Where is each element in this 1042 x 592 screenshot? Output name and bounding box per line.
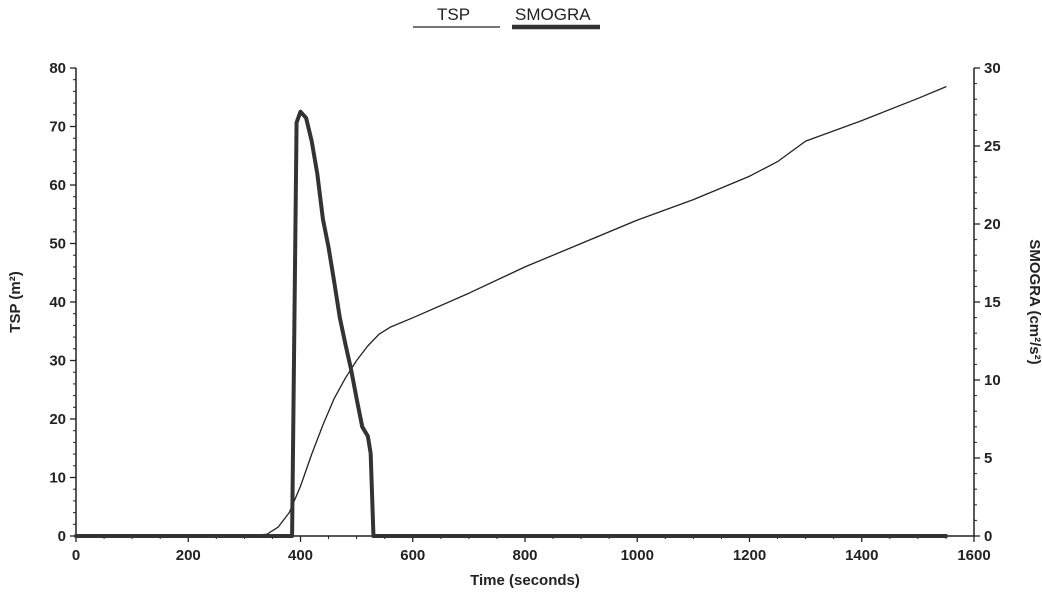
x-tick-label: 0 bbox=[72, 547, 80, 564]
x-tick-label: 800 bbox=[512, 547, 537, 564]
y-right-tick-label: 20 bbox=[984, 216, 1001, 233]
series-line-smogra bbox=[74, 109, 948, 538]
y-right-tick-label: 0 bbox=[984, 528, 992, 545]
legend-label-smogra: SMOGRA bbox=[515, 5, 591, 24]
y-right-tick-label: 10 bbox=[984, 372, 1001, 389]
y-right-tick-label: 30 bbox=[984, 60, 1001, 77]
y-left-tick-label: 30 bbox=[49, 353, 66, 370]
y-left-tick-label: 40 bbox=[49, 294, 66, 311]
x-axis-title: Time (seconds) bbox=[470, 572, 580, 589]
y-axis-right-title: SMOGRA (cm²/s²) bbox=[1026, 239, 1042, 364]
y-left-tick-label: 60 bbox=[49, 177, 66, 194]
y-left-tick-label: 50 bbox=[49, 236, 66, 253]
x-tick-label: 1200 bbox=[733, 547, 766, 564]
series-line-tsp bbox=[75, 86, 947, 537]
y-right-tick-label: 15 bbox=[984, 294, 1001, 311]
y-axis-left-title: TSP (m²) bbox=[7, 271, 24, 332]
tick-group: 0 200 400 600 800 1000 1200 1400 160001020304050… bbox=[49, 60, 1000, 564]
y-left-tick-label: 0 bbox=[58, 528, 66, 545]
y-right-tick-label: 5 bbox=[984, 450, 992, 467]
y-left-tick-label: 80 bbox=[49, 60, 66, 77]
x-tick-label: 1000 bbox=[621, 547, 654, 564]
x-tick-label: 600 bbox=[400, 547, 425, 564]
x-tick-label: 1400 bbox=[845, 547, 878, 564]
x-tick-label: 200 bbox=[176, 547, 201, 564]
axes bbox=[75, 68, 975, 537]
y-left-tick-label: 20 bbox=[49, 411, 66, 428]
y-right-tick-label: 25 bbox=[984, 138, 1001, 155]
x-tick-label: 400 bbox=[288, 547, 313, 564]
y-left-tick-label: 70 bbox=[49, 119, 66, 136]
series-group bbox=[74, 86, 948, 538]
legend: TSP SMOGRA bbox=[413, 5, 600, 30]
y-left-tick-label: 10 bbox=[49, 470, 66, 487]
x-tick-label: 1600 bbox=[957, 547, 990, 564]
legend-label-tsp: TSP bbox=[437, 5, 470, 24]
